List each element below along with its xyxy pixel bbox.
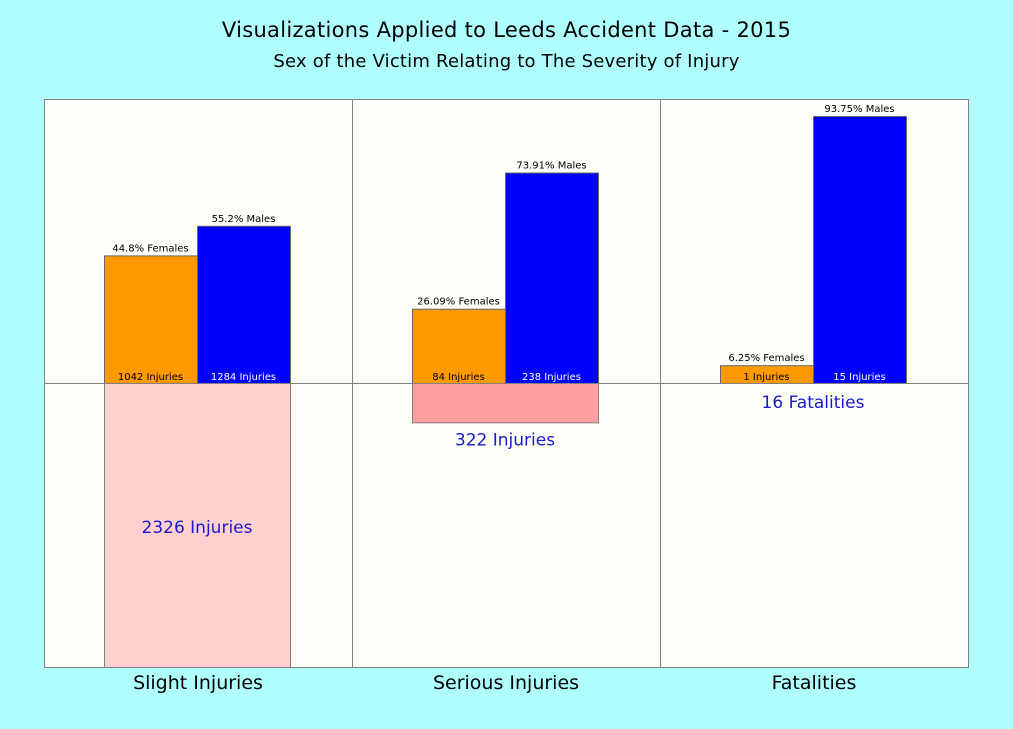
male-count-label-2: 15 Injuries (833, 372, 886, 383)
male-pct-label-2: 93.75% Males (824, 104, 894, 115)
total-label-1: 322 Injuries (455, 430, 555, 450)
male-bar-0 (197, 225, 291, 384)
female-pct-label-0: 44.8% Females (112, 243, 188, 254)
male-count-label-0: 1284 Injuries (211, 372, 276, 383)
total-label-0: 2326 Injuries (142, 518, 253, 538)
category-label-slight: Slight Injuries (133, 672, 263, 694)
male-bar-1 (505, 172, 599, 384)
female-count-label-1: 84 Injuries (432, 372, 485, 383)
total-bar-1 (412, 383, 599, 424)
category-label-fatalities: Fatalities (771, 672, 857, 694)
male-pct-label-1: 73.91% Males (516, 161, 586, 172)
total-label-2: 16 Fatalities (762, 393, 865, 413)
female-count-label-0: 1042 Injuries (118, 372, 183, 383)
female-pct-label-1: 26.09% Females (417, 297, 500, 308)
female-count-label-2: 1 Injuries (743, 372, 789, 383)
male-pct-label-0: 55.2% Males (212, 214, 276, 225)
chart-title: Visualizations Applied to Leeds Accident… (221, 18, 792, 42)
female-bar-0 (104, 255, 198, 385)
male-bar-2 (813, 116, 907, 384)
male-count-label-1: 238 Injuries (522, 372, 581, 383)
total-bar-0 (104, 383, 291, 668)
chart-subtitle: Sex of the Victim Relating to The Severi… (273, 51, 740, 72)
category-label-serious: Serious Injuries (432, 672, 580, 694)
female-pct-label-2: 6.25% Females (728, 353, 804, 364)
